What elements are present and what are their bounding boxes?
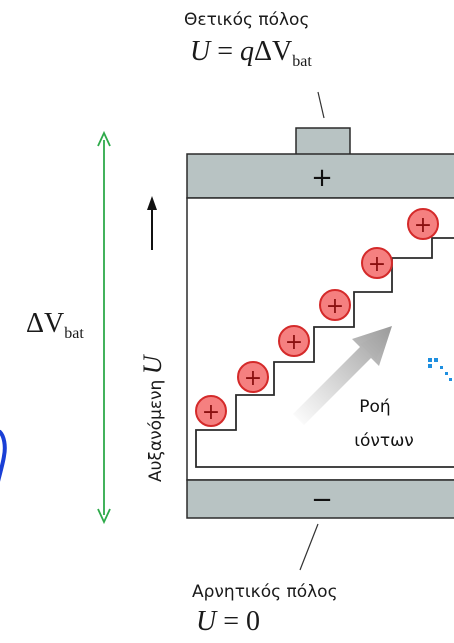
ion-6: + [407,208,439,240]
voltage-delta-label: ΔVbat [26,308,84,342]
ion-2: + [237,361,269,393]
positive-pole-label: Θετικός πόλος [184,10,310,30]
svg-text:+: + [326,294,344,319]
positive-pole-equation: U = qΔVbat [190,36,312,70]
negative-pole-label: Αρνητικός πόλος [192,582,338,602]
ion-3: + [278,325,310,357]
negative-terminal-cap [186,479,454,519]
ion-5: + [361,247,393,279]
ion-flow-arrow [293,326,392,425]
plus-sign: + [311,163,333,193]
increasing-arrow-head [147,196,157,210]
svg-text:+: + [285,330,303,355]
svg-text:+: + [414,213,432,238]
battery-body [186,197,454,481]
ion-flow-line2: ιόντων [354,431,414,451]
blue-dotted-mark [428,358,452,381]
voltage-arrow-top-head [97,130,111,147]
positive-terminal-nub [295,127,351,156]
positive-terminal-cap [186,153,454,199]
cursive-mark [0,430,7,482]
positive-leader-line [317,91,325,119]
svg-text:+: + [368,252,386,277]
voltage-arrow-bottom-head [97,508,111,525]
svg-text:+: + [202,400,220,425]
ion-flow-line1: Ροή [359,397,390,417]
negative-leader-line [299,523,319,571]
svg-text:+: + [244,366,262,391]
negative-pole-equation: U = 0 [196,606,261,637]
minus-sign: − [311,485,333,515]
energy-staircase [195,237,454,468]
ion-1: + [195,395,227,427]
ions-group: + + + + + + [195,208,439,427]
ion-4: + [319,289,351,321]
